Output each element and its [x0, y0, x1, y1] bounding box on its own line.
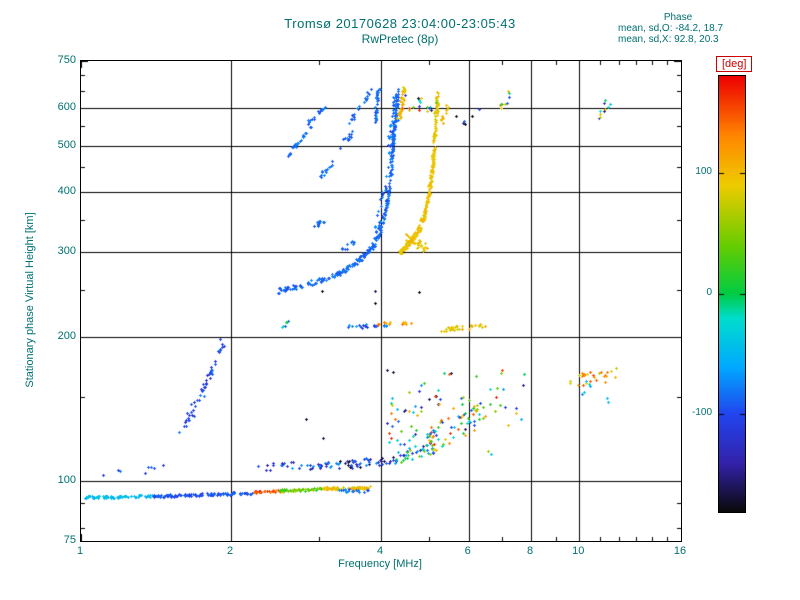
colorbar	[718, 75, 746, 513]
y-tick-label: 500	[57, 138, 76, 151]
y-tick-label: 300	[57, 245, 76, 257]
x-tick-label: 2	[226, 545, 234, 557]
y-tick-label: 600	[57, 100, 76, 113]
y-tick-label: 100	[57, 474, 76, 487]
y-axis-label: Stationary phase Virtual Height [km]	[24, 212, 36, 388]
colorbar-canvas	[719, 76, 745, 512]
x-tick-label: 10	[572, 545, 585, 557]
phase-stats: Phase mean, sd,O: -84.2, 18.7 mean, sd,X…	[618, 12, 786, 45]
x-tick-label: 6	[464, 545, 471, 557]
x-tick-label: 4	[376, 545, 384, 557]
x-tick-label: 16	[673, 545, 687, 557]
plot-area	[80, 60, 682, 542]
plot-subtitle: RwPretec (8p)	[361, 32, 439, 46]
y-tick-label: 200	[57, 329, 76, 342]
y-tick-label: 400	[57, 185, 76, 198]
y-tick-label: 750	[57, 54, 76, 66]
phase-stats-line-o: mean, sd,O: -84.2, 18.7	[618, 23, 724, 34]
x-axis-label: Frequency [MHz]	[338, 558, 422, 570]
colorbar-unit-label: [deg]	[716, 56, 753, 72]
x-tick-label: 1	[76, 545, 84, 557]
y-tick-label: 75	[63, 534, 76, 546]
phase-stats-header: Phase	[663, 12, 693, 23]
plot-canvas	[81, 61, 681, 541]
phase-stats-line-x: mean, sd,X: 92.8, 20.3	[618, 34, 719, 45]
x-tick-label: 8	[526, 545, 534, 557]
plot-title: Tromsø 20170628 23:04:00-23:05:43	[284, 16, 516, 31]
